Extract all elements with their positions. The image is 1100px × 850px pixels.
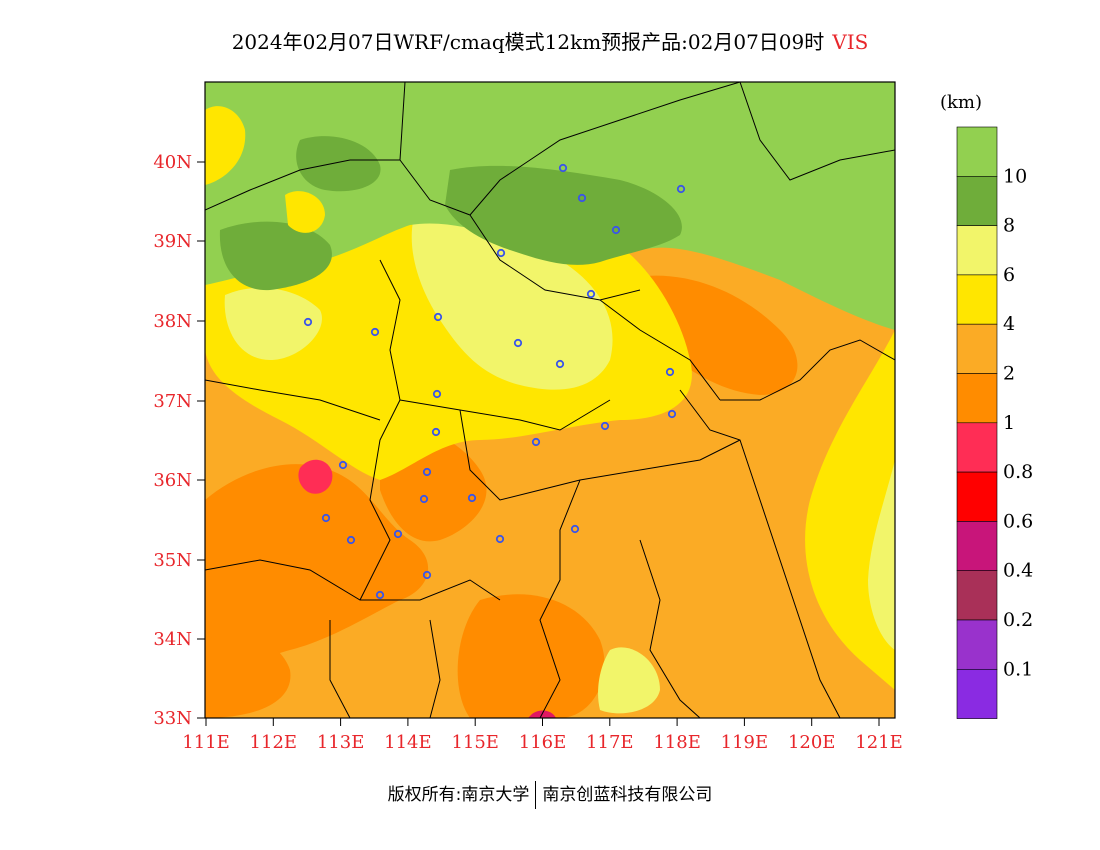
station-marker — [432, 389, 442, 399]
legend-label: 2 — [1003, 363, 1015, 385]
field-8-10km-north — [445, 165, 682, 265]
visibility-field — [205, 82, 895, 718]
legend-label: 0.2 — [1003, 609, 1033, 631]
lat-label: 34N — [153, 629, 192, 650]
legend-label: 1 — [1003, 412, 1015, 434]
lat-label: 38N — [153, 311, 192, 332]
lon-label: 116E — [519, 732, 567, 753]
station-marker — [433, 312, 443, 322]
station-marker — [422, 467, 432, 477]
station-markers — [303, 163, 686, 600]
station-marker — [303, 317, 313, 327]
legend-swatch — [956, 225, 998, 276]
field-4-6km-northwest-corner — [205, 106, 246, 185]
station-marker — [370, 327, 380, 337]
legend-swatch — [956, 176, 998, 226]
field-8-10km-west — [219, 221, 332, 291]
station-marker — [676, 184, 686, 194]
lon-label: 119E — [721, 732, 769, 753]
lon-label: 118E — [653, 732, 701, 753]
legend-label: 0.4 — [1003, 560, 1033, 582]
station-marker — [375, 590, 385, 600]
field-8-10km-northwest — [296, 136, 381, 192]
lat-label: 37N — [153, 391, 192, 412]
legend-swatch — [956, 619, 998, 670]
station-marker — [531, 437, 541, 447]
station-marker — [577, 193, 587, 203]
lat-label: 40N — [153, 152, 192, 173]
station-marker — [338, 460, 348, 470]
field-6-8km-center — [411, 198, 613, 390]
legend-swatch — [956, 126, 998, 177]
legend-swatch — [956, 274, 998, 325]
province-boundaries — [205, 82, 895, 718]
station-marker — [431, 427, 441, 437]
lon-axis: 111E 112E 113E 114E 115E 116E 117E 118E 119E 120E… — [182, 718, 903, 753]
legend-swatch — [956, 373, 998, 424]
station-marker — [419, 494, 429, 504]
title-main: 2024年02月07日WRF/cmaq模式12km预报产品:02月07日09时 — [231, 30, 825, 54]
lat-axis: 40N 39N 38N 37N 36N 35N 34N 33N — [153, 152, 205, 729]
station-marker — [665, 367, 675, 377]
lon-label: 121E — [855, 732, 903, 753]
station-marker — [393, 529, 403, 539]
station-marker — [555, 359, 565, 369]
lat-label: 36N — [153, 470, 192, 491]
lon-label: 120E — [788, 732, 836, 753]
lat-label: 35N — [153, 550, 192, 571]
station-marker — [558, 163, 568, 173]
lon-label: 114E — [384, 732, 432, 753]
lon-label: 112E — [250, 732, 298, 753]
copyright-right: 南京创蓝科技有限公司 — [542, 785, 713, 805]
legend-label: 6 — [1003, 264, 1015, 286]
legend-label: 10 — [1003, 165, 1027, 187]
station-marker — [496, 248, 506, 258]
station-marker — [513, 338, 523, 348]
station-marker — [570, 524, 580, 534]
lat-label: 39N — [153, 231, 192, 252]
field-6-8km-south — [598, 647, 660, 714]
legend-unit: (km) — [940, 92, 983, 113]
station-marker — [321, 513, 331, 523]
station-marker — [422, 570, 432, 580]
field-4-6km-northwest — [285, 191, 325, 233]
station-marker — [467, 493, 477, 503]
lon-label: 111E — [182, 732, 230, 753]
legend-label: 0.6 — [1003, 510, 1033, 532]
legend-swatch — [956, 422, 998, 473]
map-frame — [204, 81, 896, 719]
lon-label: 113E — [317, 732, 365, 753]
legend-label: 0.1 — [1003, 658, 1033, 680]
lat-label: 33N — [153, 708, 192, 729]
colorbar: 10 8 6 4 2 1 0.8 0.6 0.4 0.2 0.1 — [956, 126, 1033, 719]
legend-swatch — [956, 668, 998, 719]
field-6-8km-east-coast — [868, 460, 895, 650]
map-title: 2024年02月07日WRF/cmaq模式12km预报产品:02月07日09时 V… — [0, 26, 1100, 55]
station-marker — [600, 421, 610, 431]
field-0.8-1km-spot — [298, 459, 333, 494]
footer-divider — [535, 781, 537, 809]
lon-label: 115E — [451, 732, 499, 753]
copyright-footer: 版权所有:南京大学 南京创蓝科技有限公司 — [0, 780, 1100, 809]
field-6-8km-west — [224, 287, 322, 360]
legend-label: 0.8 — [1003, 461, 1033, 483]
station-marker — [495, 534, 505, 544]
station-marker — [346, 535, 356, 545]
legend-swatch — [956, 521, 998, 572]
station-marker — [586, 289, 596, 299]
station-marker — [611, 225, 621, 235]
legend-label: 8 — [1003, 215, 1015, 237]
lon-label: 117E — [586, 732, 634, 753]
legend-swatch — [956, 471, 998, 522]
legend-swatch — [956, 570, 998, 621]
field-1-2km-south — [457, 594, 605, 718]
legend-label: 4 — [1003, 313, 1015, 335]
station-marker — [667, 409, 677, 419]
field-1-2km-far-southwest — [205, 634, 291, 718]
title-variable: VIS — [832, 30, 869, 54]
copyright-left: 版权所有:南京大学 — [387, 785, 530, 805]
legend-swatch — [956, 323, 998, 374]
